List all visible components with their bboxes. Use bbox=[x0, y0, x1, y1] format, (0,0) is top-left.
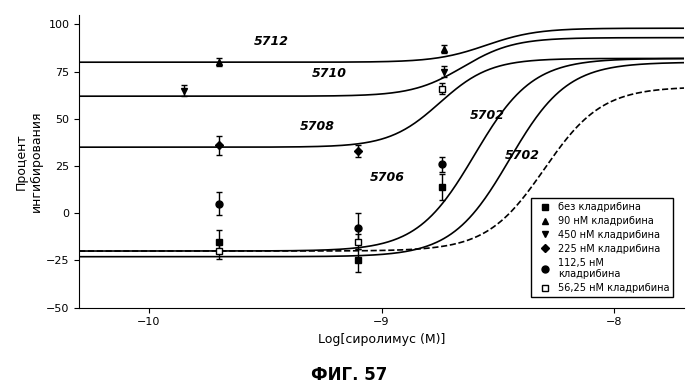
Text: 5706: 5706 bbox=[370, 171, 405, 184]
Legend: без кладрибина, 90 нМ кладрибина, 450 нМ кладрибина, 225 нМ кладрибина, 112,5 нМ: без кладрибина, 90 нМ кладрибина, 450 нМ… bbox=[531, 198, 673, 297]
Y-axis label: Процент
ингибирования: Процент ингибирования bbox=[15, 111, 43, 212]
Text: 5710: 5710 bbox=[312, 67, 347, 80]
Text: ФИГ. 57: ФИГ. 57 bbox=[311, 366, 388, 384]
X-axis label: Log[сиролимус (М)]: Log[сиролимус (М)] bbox=[318, 333, 445, 346]
Text: 5702: 5702 bbox=[470, 109, 505, 122]
Text: 5708: 5708 bbox=[300, 120, 335, 133]
Text: 5712: 5712 bbox=[254, 35, 289, 48]
Text: 5702: 5702 bbox=[505, 149, 540, 162]
